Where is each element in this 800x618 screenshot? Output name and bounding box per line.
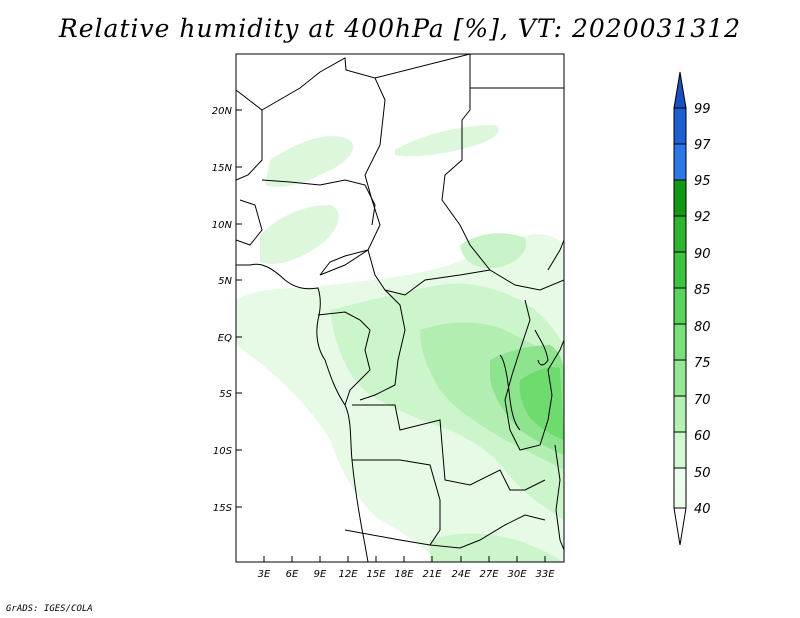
border-north-3 [374,54,564,291]
lon-tick-label: 33E [535,569,555,580]
lat-tick-label: 20N [212,106,233,117]
colorbar-label: 70 [694,393,711,408]
lat-tick-label: 15S [213,503,233,514]
colorbar-label: 90 [694,247,711,262]
lat-axis: 20N 15N 10N 5N EQ 5S 10S 15S [212,106,242,514]
border-north-1 [236,89,263,181]
lon-axis: 3E 6E 9E 12E 15E 18E 21E 24E 27E 30E 33E [258,556,555,580]
border-east-1 [547,239,564,271]
map-title: Relative humidity at 400hPa [%], VT: 202… [58,14,742,43]
lat-tick-label: 10S [213,446,233,457]
country-borders [236,54,564,562]
border-drc-east [504,299,564,451]
colorbar-swatch-99 [673,107,687,145]
colorbar-label: 97 [694,138,711,153]
lon-tick-label: 9E [314,569,327,580]
colorbar-swatch-97 [673,143,687,181]
lon-tick-label: 27E [479,569,499,580]
colorbar-top-cap [673,71,687,109]
colorbar-label: 99 [694,102,711,117]
colorbar: 99 97 95 92 90 85 80 75 70 60 50 40 [673,71,711,546]
border-drc-south [352,404,546,491]
border-gabon [317,311,371,406]
lon-tick-label: 24E [451,569,471,580]
humidity-car-patch [460,233,526,269]
lat-tick-label: 5S [219,389,232,400]
lat-tick-label: 10N [212,220,233,231]
colorbar-swatch-50 [673,467,687,509]
colorbar-label: 85 [694,283,711,298]
humidity-field-80 [519,367,564,440]
lon-tick-label: 3E [258,569,271,580]
colorbar-swatch-95 [673,179,687,217]
colorbar-label: 80 [694,320,711,335]
colorbar-label: 95 [694,174,711,189]
border-lake-2 [534,329,549,366]
humidity-south-band [430,533,564,562]
colorbar-label: 40 [694,502,711,517]
lon-tick-label: 30E [507,569,527,580]
humidity-cameroon-patch [260,205,339,265]
colorbar-swatch-75 [673,359,687,397]
border-west-small [236,199,263,246]
lon-tick-label: 21E [422,569,442,580]
lat-tick-label: 5N [218,276,232,287]
colorbar-bottom-cap [673,507,687,546]
lat-tick-label: EQ [218,333,232,344]
colorbar-swatch-80 [673,323,687,361]
colorbar-swatch-85 [673,287,687,325]
colorbar-label: 92 [694,210,711,225]
border-lake-1 [499,354,521,431]
border-cameroon [319,249,491,296]
humidity-shading [236,125,564,562]
colorbar-label: 50 [694,466,711,481]
border-south-1 [344,529,431,546]
credit-text: GrADS: IGES/COLA [6,604,93,614]
colorbar-label: 75 [694,356,711,371]
colorbar-swatch-70 [673,395,687,433]
border-nigeria-chad [261,179,376,226]
border-north-2 [261,57,386,276]
border-congo [359,289,406,401]
colorbar-swatch-92 [673,215,687,253]
lon-tick-label: 15E [366,569,386,580]
colorbar-swatch-90 [673,251,687,289]
border-east-2 [554,444,564,551]
humidity-sahel-east [395,125,499,157]
lon-tick-label: 6E [286,569,299,580]
lon-tick-label: 12E [338,569,358,580]
map-frame [235,53,565,563]
humidity-sahel-band [265,136,354,187]
lon-tick-label: 18E [394,569,414,580]
colorbar-swatch-60 [673,431,687,469]
lat-tick-label: 15N [212,163,233,174]
colorbar-label: 60 [694,429,711,444]
